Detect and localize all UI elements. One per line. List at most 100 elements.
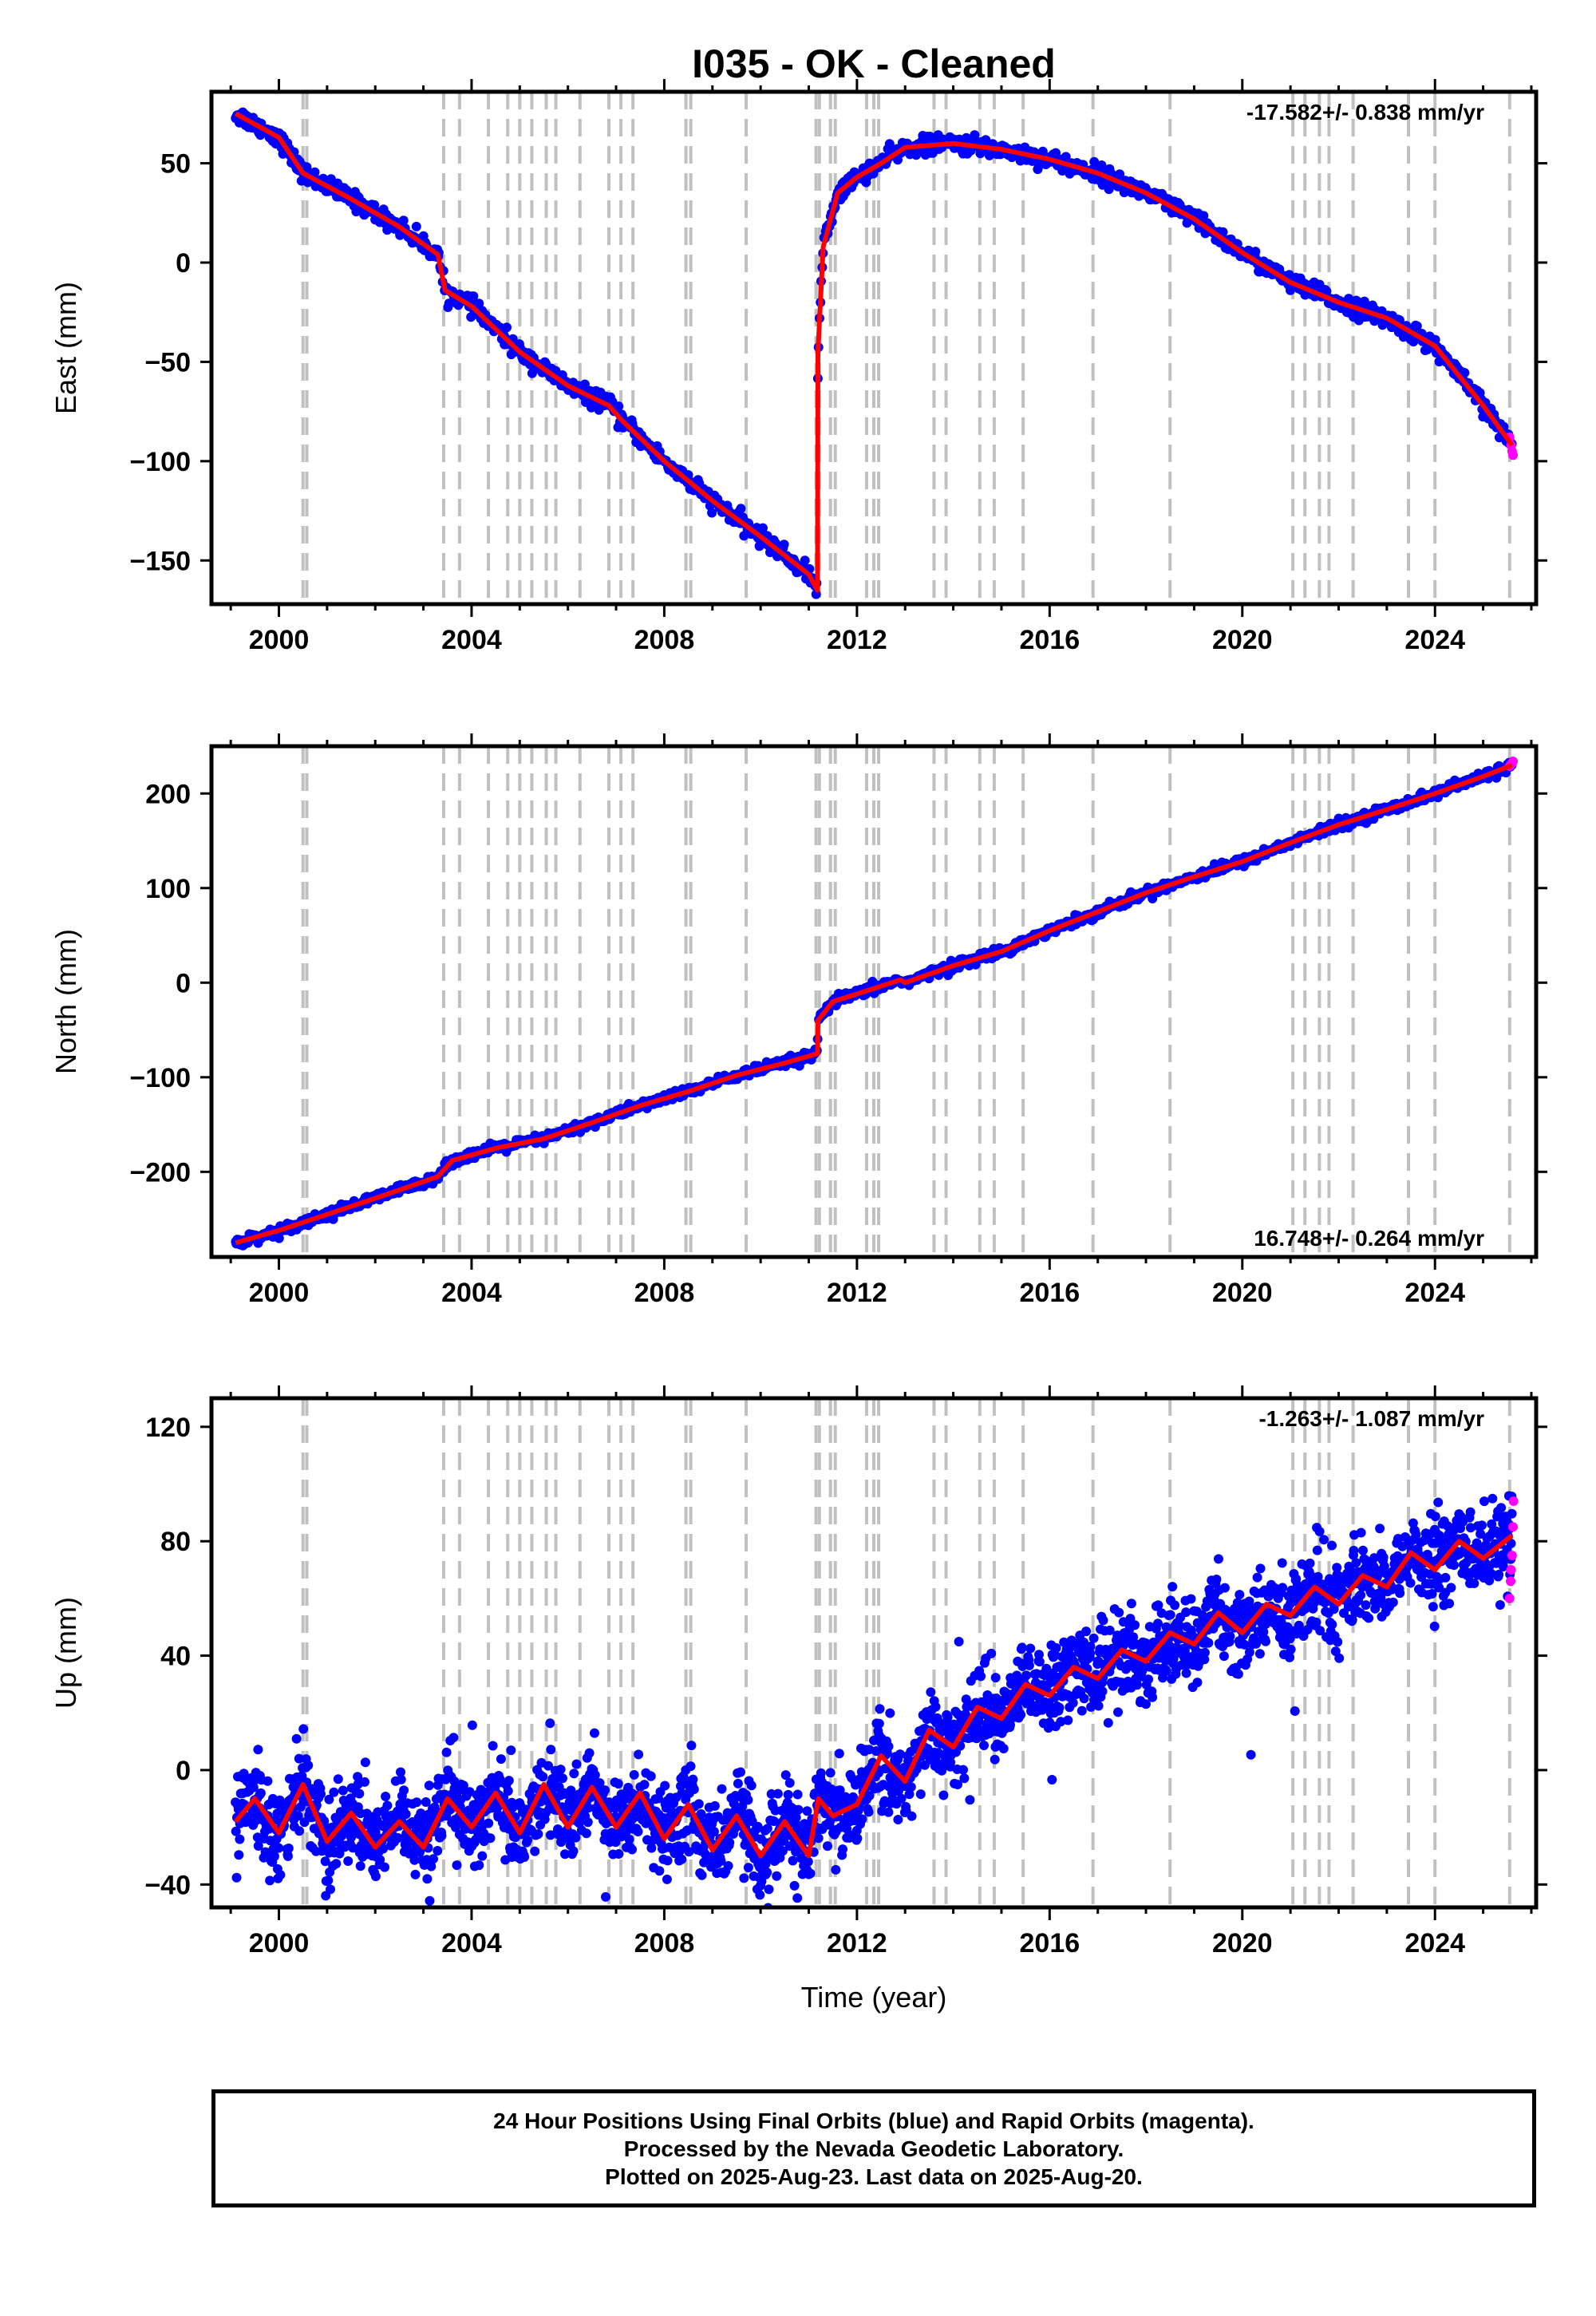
up-final-orbit-point-807 bbox=[627, 1844, 637, 1855]
up-final-orbit-point-1229 bbox=[834, 1749, 844, 1759]
up-final-orbit-point-1128 bbox=[784, 1778, 795, 1788]
east-x-tick-label-3: 2012 bbox=[827, 625, 887, 655]
up-final-orbit-point-1741 bbox=[1085, 1642, 1096, 1651]
up-final-orbit-point-189 bbox=[323, 1875, 334, 1886]
up-final-orbit-point-1170 bbox=[805, 1868, 816, 1879]
up-final-orbit-point-191 bbox=[324, 1794, 334, 1804]
east-final-orbit-point-1295 bbox=[1412, 321, 1422, 331]
up-final-orbit-point-398 bbox=[426, 1861, 437, 1871]
east-final-orbit-point-1118 bbox=[1250, 247, 1261, 257]
east-rapid-orbit-point-3 bbox=[1508, 450, 1519, 460]
up-final-orbit-point-616 bbox=[533, 1829, 543, 1840]
up-final-orbit-point-1063 bbox=[753, 1821, 763, 1832]
up-final-orbit-point-931 bbox=[688, 1774, 698, 1784]
up-final-orbit-point-343 bbox=[399, 1785, 409, 1796]
up-final-orbit-point-923 bbox=[684, 1847, 694, 1857]
up-final-orbit-point-1125 bbox=[783, 1789, 793, 1800]
up-final-orbit-point-1349 bbox=[893, 1815, 903, 1824]
up-final-orbit-point-430 bbox=[441, 1747, 452, 1757]
up-final-orbit-point-1616 bbox=[1024, 1660, 1034, 1670]
up-final-orbit-point-832 bbox=[639, 1780, 650, 1790]
up-final-orbit-point-1687 bbox=[1059, 1637, 1069, 1647]
up-final-orbit-point-1244 bbox=[842, 1824, 852, 1834]
north-x-tick-label-5: 2020 bbox=[1212, 1278, 1273, 1308]
up-final-orbit-point-336 bbox=[396, 1767, 405, 1777]
up-final-orbit-point-1192 bbox=[816, 1768, 826, 1778]
up-final-orbit-point-626 bbox=[538, 1772, 548, 1782]
up-final-orbit-point-1376 bbox=[906, 1782, 916, 1792]
up-final-orbit-point-364 bbox=[409, 1855, 420, 1865]
up-final-orbit-point-878 bbox=[662, 1874, 672, 1884]
up-final-orbit-point-502 bbox=[477, 1851, 488, 1861]
up-final-orbit-point-1164 bbox=[802, 1806, 812, 1816]
north-velocity-text: 16.748+/- 0.264 mm/yr bbox=[1254, 1226, 1484, 1251]
up-final-orbit-point-1541 bbox=[987, 1701, 998, 1711]
up-final-orbit-point-193 bbox=[326, 1884, 335, 1895]
east-y-tick-label-4: −150 bbox=[129, 546, 191, 576]
up-final-orbit-point-1757 bbox=[1093, 1701, 1104, 1711]
up-final-orbit-point-688 bbox=[568, 1846, 579, 1856]
up-final-orbit-point-1071 bbox=[757, 1876, 767, 1887]
up-final-orbit-point-1329 bbox=[883, 1807, 894, 1817]
up-final-orbit-point-1023 bbox=[733, 1778, 743, 1788]
up-final-orbit-point-519 bbox=[485, 1833, 496, 1844]
up-final-orbit-point-1104 bbox=[772, 1788, 783, 1799]
up-final-orbit-point-820 bbox=[634, 1749, 644, 1760]
up-final-orbit-point-304 bbox=[380, 1862, 389, 1872]
up-final-orbit-point-1548 bbox=[990, 1673, 1001, 1683]
up-final-orbit-point-731 bbox=[590, 1728, 599, 1738]
east-final-orbit-point-522 bbox=[707, 508, 717, 518]
up-final-orbit-point-802 bbox=[624, 1834, 634, 1844]
up-final-orbit-point-1767 bbox=[1098, 1615, 1108, 1626]
up-final-orbit-point-1166 bbox=[803, 1856, 813, 1867]
up-final-orbit-point-130 bbox=[294, 1826, 305, 1836]
up-final-orbit-point-1797 bbox=[1113, 1707, 1123, 1717]
up-final-orbit-point-1854 bbox=[1141, 1699, 1151, 1709]
up-final-orbit-point-70 bbox=[265, 1875, 275, 1886]
up-final-orbit-point-88 bbox=[274, 1843, 284, 1853]
up-final-orbit-point-1728 bbox=[1079, 1694, 1089, 1704]
up-final-orbit-point-1599 bbox=[1016, 1709, 1026, 1720]
up-final-orbit-point-1236 bbox=[838, 1844, 847, 1855]
north-y-tick-label-4: −200 bbox=[129, 1157, 191, 1188]
north-y-tick-label-0: 200 bbox=[145, 779, 191, 809]
up-final-orbit-point-1312 bbox=[875, 1704, 885, 1714]
up-final-orbit-point-1425 bbox=[930, 1701, 941, 1712]
up-final-orbit-point-1145 bbox=[792, 1789, 803, 1800]
up-final-orbit-point-1695 bbox=[1063, 1715, 1073, 1725]
up-final-orbit-point-420 bbox=[437, 1831, 447, 1841]
up-final-orbit-point-263 bbox=[360, 1777, 369, 1787]
up-final-orbit-point-1003 bbox=[723, 1861, 733, 1871]
north-y-axis-label: North (mm) bbox=[49, 929, 82, 1074]
up-final-orbit-point-1377 bbox=[907, 1811, 917, 1821]
up-final-orbit-point-1276 bbox=[857, 1814, 867, 1824]
up-final-orbit-point-1231 bbox=[835, 1785, 845, 1796]
east-final-orbit-point-184 bbox=[398, 215, 409, 226]
up-final-orbit-point-1780 bbox=[1104, 1625, 1115, 1635]
east-final-orbit-point-297 bbox=[502, 322, 512, 333]
up-final-orbit-point-1311 bbox=[874, 1718, 884, 1729]
up-final-orbit-point-754 bbox=[601, 1891, 610, 1902]
north-frame bbox=[209, 744, 1539, 1259]
up-final-orbit-point-1878 bbox=[1153, 1618, 1163, 1629]
up-final-orbit-point-451 bbox=[452, 1860, 462, 1871]
east-final-orbit-point-969 bbox=[1115, 169, 1125, 180]
up-final-orbit-point-229 bbox=[343, 1856, 354, 1866]
up-final-orbit-point-927 bbox=[685, 1761, 696, 1772]
up-final-orbit-point-928 bbox=[686, 1741, 697, 1751]
up-final-orbit-point-388 bbox=[421, 1797, 431, 1807]
east-y-tick-label-1: 0 bbox=[176, 248, 191, 279]
up-final-orbit-point-1356 bbox=[896, 1793, 907, 1804]
up-final-orbit-point-718 bbox=[583, 1803, 594, 1813]
up-final-orbit-point-689 bbox=[569, 1769, 579, 1779]
up-final-orbit-point-496 bbox=[474, 1860, 484, 1871]
up-final-orbit-point-812 bbox=[629, 1769, 639, 1780]
up-final-orbit-point-874 bbox=[660, 1780, 670, 1791]
east-final-orbit-point-198 bbox=[411, 221, 421, 231]
up-final-orbit-point-948 bbox=[696, 1809, 706, 1819]
east-x-tick-label-6: 2024 bbox=[1404, 625, 1465, 655]
up-final-orbit-point-127 bbox=[293, 1811, 303, 1821]
up-final-orbit-point-366 bbox=[410, 1869, 421, 1879]
up-final-orbit-point-1470 bbox=[953, 1780, 962, 1789]
up-final-orbit-point-395 bbox=[425, 1895, 435, 1906]
